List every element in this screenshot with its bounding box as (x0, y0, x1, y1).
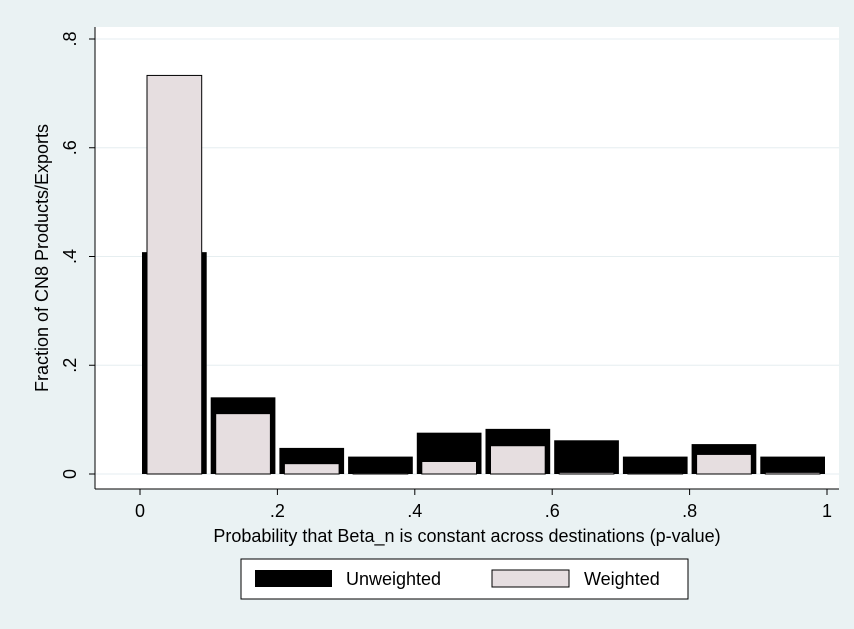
bar-weighted (421, 460, 477, 475)
legend-label-unweighted: Unweighted (346, 569, 441, 589)
legend-swatch-weighted (491, 569, 570, 588)
x-axis-ticks: 0 .2 .4 .6 .8 1 (135, 489, 832, 521)
bar-weighted (146, 74, 203, 475)
bar-weighted (283, 463, 340, 475)
bar-unweighted (760, 456, 825, 474)
bar-weighted (352, 472, 409, 475)
y-axis-ticks: 0 .2 .4 .6 .8 (60, 31, 95, 479)
bar-weighted (215, 413, 271, 475)
bar-weighted (558, 471, 615, 475)
bar-weighted (627, 472, 684, 475)
bar-weighted (764, 471, 821, 475)
bar-unweighted (622, 456, 688, 474)
bar-weighted (490, 445, 546, 475)
x-tick-label: 0 (135, 501, 145, 521)
y-tick-label: .4 (60, 249, 80, 264)
y-tick-label: .8 (60, 31, 80, 46)
x-tick-label: .8 (682, 501, 697, 521)
y-tick-label: 0 (60, 469, 80, 479)
y-tick-label: .6 (60, 140, 80, 155)
x-tick-label: 1 (822, 501, 832, 521)
bars (142, 74, 825, 475)
x-tick-label: .2 (270, 501, 285, 521)
legend-swatch-unweighted (255, 570, 332, 587)
x-axis-title: Probability that Beta_n is constant acro… (213, 526, 720, 547)
bar-unweighted (554, 440, 619, 474)
bar-weighted (696, 453, 752, 475)
bar-unweighted (348, 456, 413, 474)
y-axis-title: Fraction of CN8 Products/Exports (32, 124, 52, 392)
y-tick-label: .2 (60, 358, 80, 373)
legend-label-weighted: Weighted (584, 569, 660, 589)
x-tick-label: .6 (545, 501, 560, 521)
x-tick-label: .4 (407, 501, 422, 521)
legend: Unweighted Weighted (240, 558, 689, 600)
